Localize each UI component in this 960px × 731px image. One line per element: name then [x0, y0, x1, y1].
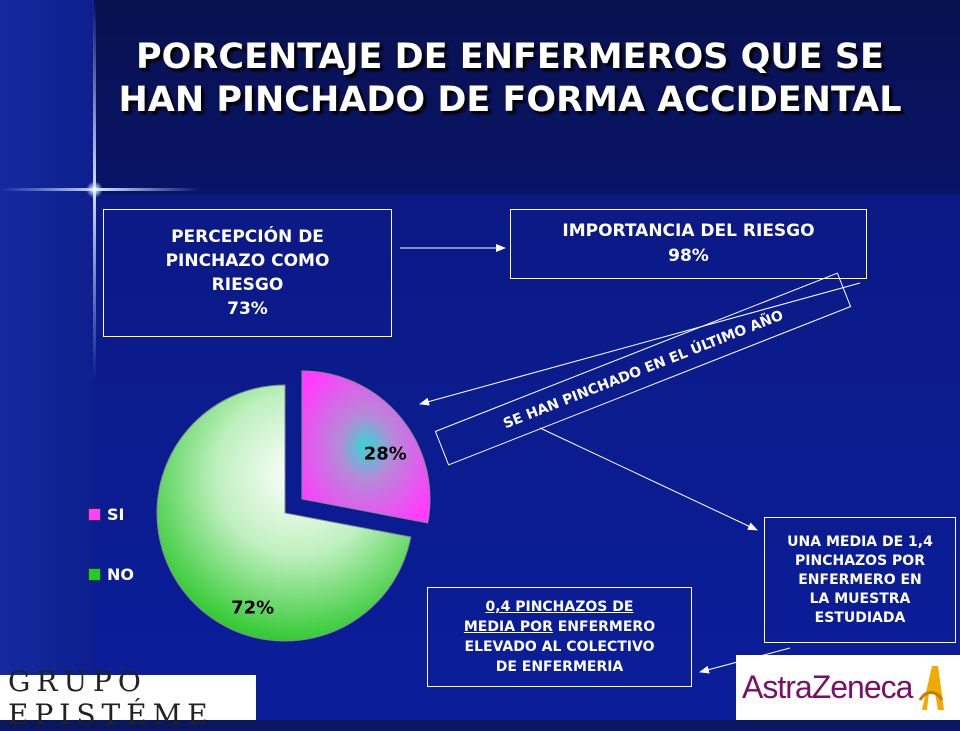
- legend-item-si: SI: [88, 505, 124, 524]
- astrazeneca-symbol-icon: [919, 665, 945, 710]
- note-box: 0,4 PINCHAZOS DE MEDIA POR ENFERMERO ELE…: [427, 587, 692, 687]
- note-line-3: ELEVADO AL COLECTIVO: [464, 639, 655, 655]
- note-line-4: DE ENFERMERIA: [495, 659, 624, 675]
- note-line-1: 0,4 PINCHAZOS DE: [485, 599, 634, 615]
- episteme-logo: GRUPO EPISTÉME: [0, 665, 256, 731]
- pie-slice-si: [301, 370, 431, 524]
- arrow-tilted-to-mean: [539, 427, 758, 531]
- mean-line-4: LA MUESTRA: [809, 590, 911, 607]
- mean-line-3: ENFERMERO EN: [798, 571, 922, 588]
- importance-label: IMPORTANCIA DEL RIESGO: [562, 221, 815, 241]
- note-line-2-rest: ENFERMERO: [552, 619, 656, 635]
- pie-slice-no: [156, 384, 412, 642]
- perception-line-2: PINCHAZO COMO: [165, 251, 330, 271]
- perception-line-3: RIESGO: [211, 275, 284, 295]
- importance-value: 98%: [668, 246, 709, 266]
- perception-value: 73%: [227, 299, 268, 319]
- left-band: [0, 0, 94, 720]
- legend-swatch-no: [88, 568, 101, 581]
- slide-title: PORCENTAJE DE ENFERMEROS QUE SE HAN PINC…: [118, 37, 902, 120]
- note-line-2: MEDIA POR ENFERMERO: [464, 617, 655, 637]
- pie-label-no: 72%: [231, 597, 274, 618]
- legend-label-si: SI: [107, 505, 125, 524]
- light-flare-center: [86, 181, 103, 198]
- legend-swatch-si: [88, 508, 101, 521]
- tilted-box-text: SE HAN PINCHADO EN EL ÚLTIMO AÑO: [500, 306, 785, 433]
- arrow-importance-to-pie: [419, 282, 861, 406]
- mean-line-1: UNA MEDIA DE 1,4: [787, 533, 933, 550]
- pie-label-si: 28%: [364, 444, 407, 465]
- mean-line-2: PINCHAZOS POR: [795, 552, 925, 569]
- astrazeneca-logo: AstraZeneca: [736, 655, 960, 720]
- perception-box: PERCEPCIÓN DE PINCHAZO COMO RIESGO 73%: [103, 209, 392, 337]
- pie-legend: SI NO: [88, 505, 148, 585]
- perception-line-1: PERCEPCIÓN DE: [171, 227, 324, 247]
- tilted-box: SE HAN PINCHADO EN EL ÚLTIMO AÑO: [434, 272, 852, 466]
- mean-line-5: ESTUDIADA: [814, 609, 906, 626]
- note-line-2-underlined: MEDIA POR: [463, 619, 553, 635]
- header-band: [0, 0, 960, 195]
- mean-box: UNA MEDIA DE 1,4 PINCHAZOS POR ENFERMERO…: [764, 517, 956, 643]
- pie-chart: 28% 72%: [156, 370, 431, 642]
- legend-item-no: NO: [88, 565, 134, 584]
- legend-label-no: NO: [107, 565, 134, 584]
- importance-box: IMPORTANCIA DEL RIESGO 98%: [510, 209, 867, 279]
- astrazeneca-logo-text: AstraZeneca: [742, 669, 913, 705]
